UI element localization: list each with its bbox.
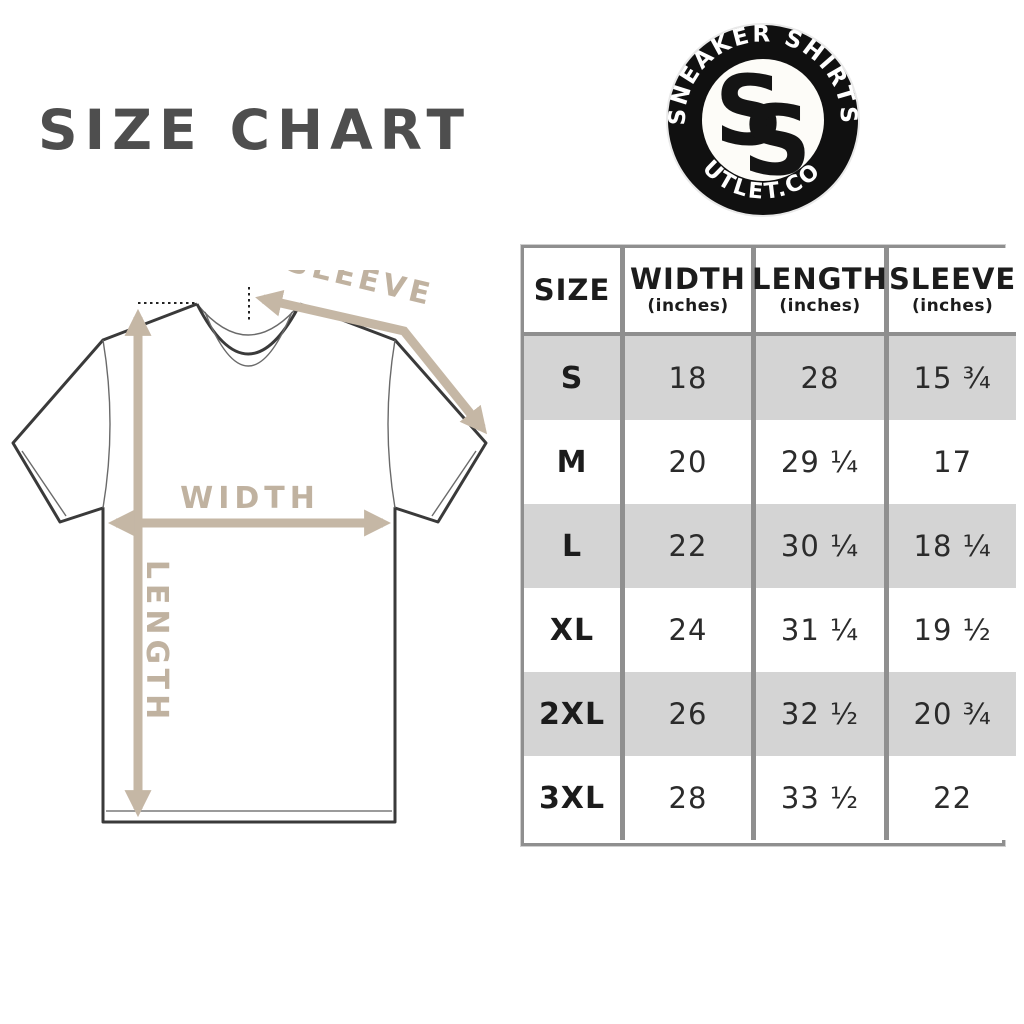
width-value: 22 — [668, 529, 708, 563]
size-value: 2XL — [538, 696, 606, 732]
page-title: SIZE CHART — [38, 98, 472, 162]
table-row-m-size: M — [524, 420, 625, 504]
table-row-l-length: 30 ¼ — [756, 504, 889, 588]
width-value: 24 — [668, 613, 708, 647]
header-cell-sleeve: SLEEVE (inches) — [889, 248, 1017, 336]
tshirt-diagram: WIDTH LENGTH SLEEVE — [11, 270, 488, 824]
header-size-label: SIZE — [533, 272, 611, 307]
table-row-xl-sleeve: 19 ½ — [889, 588, 1017, 672]
table-row-3xl-sleeve: 22 — [889, 756, 1017, 840]
length-value: 29 ¼ — [780, 445, 860, 479]
left-cuff-line — [21, 450, 67, 517]
table-row-3xl-size: 3XL — [524, 756, 625, 840]
width-value: 28 — [668, 781, 708, 815]
table-row-m-length: 29 ¼ — [756, 420, 889, 504]
right-cuff-line — [431, 450, 477, 517]
logo-monogram-s1: S — [714, 55, 783, 167]
logo-inner-circle — [702, 59, 824, 181]
width-value: 20 — [668, 445, 708, 479]
sleeve-value: 19 ½ — [913, 613, 992, 647]
table-row-l-sleeve: 18 ¼ — [889, 504, 1017, 588]
table-row-2xl-size: 2XL — [524, 672, 625, 756]
sleeve-arrow — [255, 290, 488, 435]
table-row-m-width: 20 — [625, 420, 756, 504]
length-value: 33 ½ — [780, 781, 860, 815]
size-value: XL — [549, 612, 595, 648]
size-value: S — [560, 360, 584, 396]
header-width-label: WIDTH — [630, 261, 746, 296]
table-row-xl-size: XL — [524, 588, 625, 672]
table-row-s-width: 18 — [625, 336, 756, 420]
header-width-unit: (inches) — [647, 295, 729, 316]
header-sleeve-label: SLEEVE — [889, 261, 1017, 296]
size-table: SIZE WIDTH (inches) LENGTH (inches) SLEE… — [521, 245, 1017, 846]
size-value: L — [561, 528, 583, 564]
table-row-l-size: L — [524, 504, 625, 588]
width-arrow-label: WIDTH — [180, 481, 320, 516]
length-value: 30 ¼ — [780, 529, 860, 563]
brand-logo: SNEAKER SHIRTS OUTLET.COM S S — [665, 22, 860, 217]
size-value: M — [556, 444, 588, 480]
table-row-m-sleeve: 17 — [889, 420, 1017, 504]
header-cell-width: WIDTH (inches) — [625, 248, 756, 336]
sleeve-value: 22 — [933, 781, 973, 815]
header-length-unit: (inches) — [779, 295, 861, 316]
sleeve-value: 17 — [933, 445, 973, 479]
length-arrow-label: LENGTH — [139, 560, 174, 724]
table-row-xl-length: 31 ¼ — [756, 588, 889, 672]
width-value: 18 — [668, 361, 708, 395]
length-value: 31 ¼ — [780, 613, 860, 647]
header-sleeve-unit: (inches) — [911, 295, 994, 316]
length-value: 28 — [800, 361, 840, 395]
header-length-label: LENGTH — [752, 261, 888, 296]
table-row-xl-width: 24 — [625, 588, 756, 672]
table-row-2xl-width: 26 — [625, 672, 756, 756]
table-row-3xl-width: 28 — [625, 756, 756, 840]
table-row-s-length: 28 — [756, 336, 889, 420]
header-cell-length: LENGTH (inches) — [752, 248, 889, 336]
logo-monogram-s2: S — [742, 85, 811, 197]
sleeve-value: 15 ¾ — [913, 361, 992, 395]
left-sleeve-seam — [102, 339, 111, 509]
tshirt-body — [13, 304, 486, 822]
header-cell-size: SIZE — [524, 248, 625, 336]
sleeve-value: 20 ¾ — [913, 697, 992, 731]
table-row-s-sleeve: 15 ¾ — [889, 336, 1017, 420]
size-value: 3XL — [538, 780, 606, 816]
table-row-s-size: S — [524, 336, 625, 420]
table-row-2xl-sleeve: 20 ¾ — [889, 672, 1017, 756]
table-row-l-width: 22 — [625, 504, 756, 588]
table-row-3xl-length: 33 ½ — [756, 756, 889, 840]
sleeve-value: 18 ¼ — [913, 529, 992, 563]
table-row-2xl-length: 32 ½ — [756, 672, 889, 756]
length-value: 32 ½ — [780, 697, 860, 731]
width-value: 26 — [668, 697, 708, 731]
